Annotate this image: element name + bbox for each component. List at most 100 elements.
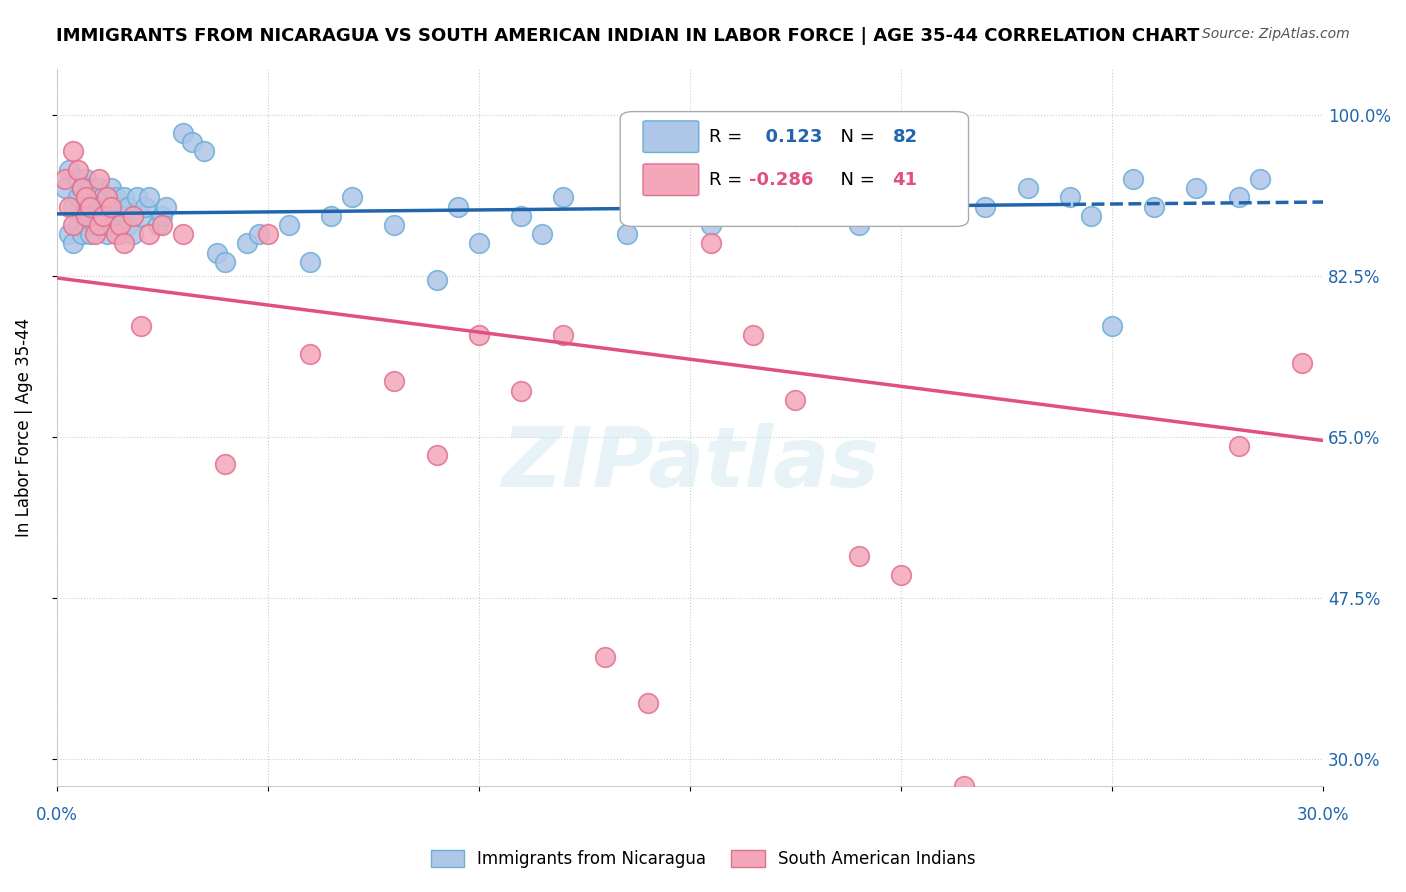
Point: [96, 190, 118, 204]
Point: [974, 200, 997, 214]
Point: [531, 227, 554, 241]
Point: [79, 181, 101, 195]
Point: [91, 209, 114, 223]
Point: [66, 218, 89, 232]
Point: [62, 145, 84, 159]
Point: [700, 236, 723, 251]
Point: [70, 181, 93, 195]
Text: 0.123: 0.123: [754, 128, 823, 145]
Point: [595, 650, 617, 665]
Point: [108, 218, 131, 232]
Point: [112, 236, 135, 251]
Point: [172, 126, 194, 140]
Point: [129, 319, 152, 334]
Y-axis label: In Labor Force | Age 35-44: In Labor Force | Age 35-44: [15, 318, 32, 537]
Point: [214, 457, 236, 471]
Point: [100, 181, 122, 195]
Point: [247, 227, 270, 241]
Point: [235, 236, 257, 251]
Point: [91, 190, 114, 204]
Point: [138, 227, 160, 241]
Point: [848, 218, 870, 232]
Point: [62, 218, 84, 232]
Point: [87, 218, 110, 232]
Point: [1080, 209, 1102, 223]
Text: 0.0%: 0.0%: [35, 806, 77, 824]
Point: [277, 218, 299, 232]
Point: [108, 200, 131, 214]
Point: [79, 227, 101, 241]
Point: [1059, 190, 1081, 204]
Point: [104, 218, 127, 232]
Legend: Immigrants from Nicaragua, South American Indians: Immigrants from Nicaragua, South America…: [423, 843, 983, 875]
Point: [1249, 172, 1271, 186]
Point: [83, 218, 105, 232]
Point: [426, 273, 449, 287]
Text: IMMIGRANTS FROM NICARAGUA VS SOUTH AMERICAN INDIAN IN LABOR FORCE | AGE 35-44 CO: IMMIGRANTS FROM NICARAGUA VS SOUTH AMERI…: [56, 27, 1199, 45]
Point: [426, 448, 449, 462]
Point: [83, 227, 105, 241]
Point: [53, 181, 76, 195]
Point: [70, 227, 93, 241]
Point: [150, 209, 173, 223]
Point: [70, 181, 93, 195]
Point: [75, 218, 97, 232]
Text: N =: N =: [830, 170, 880, 189]
Point: [129, 209, 152, 223]
Point: [70, 209, 93, 223]
Text: Source: ZipAtlas.com: Source: ZipAtlas.com: [1202, 27, 1350, 41]
Point: [58, 162, 80, 177]
Point: [1143, 200, 1166, 214]
Point: [214, 254, 236, 268]
Point: [58, 200, 80, 214]
Point: [104, 227, 127, 241]
Point: [848, 549, 870, 563]
Point: [319, 209, 342, 223]
Point: [53, 172, 76, 186]
Point: [75, 190, 97, 204]
Text: 30.0%: 30.0%: [1296, 806, 1350, 824]
Point: [1227, 439, 1250, 453]
Point: [112, 190, 135, 204]
Text: 82: 82: [893, 128, 918, 145]
Text: R =: R =: [709, 128, 748, 145]
Point: [146, 218, 169, 232]
Point: [66, 162, 89, 177]
Point: [205, 245, 228, 260]
Point: [58, 227, 80, 241]
Point: [827, 172, 849, 186]
Point: [180, 135, 202, 149]
Point: [637, 696, 659, 710]
Point: [553, 190, 575, 204]
Point: [96, 227, 118, 241]
Point: [117, 200, 139, 214]
Point: [785, 392, 807, 407]
Point: [382, 374, 405, 388]
Point: [890, 567, 912, 582]
Point: [172, 227, 194, 241]
Text: -0.286: -0.286: [749, 170, 814, 189]
Point: [679, 181, 702, 195]
Point: [83, 190, 105, 204]
FancyBboxPatch shape: [620, 112, 969, 227]
Point: [75, 172, 97, 186]
Point: [100, 209, 122, 223]
Point: [87, 209, 110, 223]
Text: ZIPatlas: ZIPatlas: [501, 423, 879, 504]
Point: [763, 190, 786, 204]
Point: [87, 200, 110, 214]
Point: [468, 236, 491, 251]
Point: [1017, 181, 1039, 195]
Point: [79, 200, 101, 214]
Point: [785, 209, 807, 223]
Point: [104, 190, 127, 204]
Point: [87, 181, 110, 195]
Point: [62, 200, 84, 214]
Text: 41: 41: [893, 170, 918, 189]
Point: [79, 200, 101, 214]
Point: [1291, 356, 1313, 370]
Point: [953, 779, 976, 793]
Point: [134, 200, 156, 214]
Point: [100, 200, 122, 214]
Point: [616, 227, 638, 241]
